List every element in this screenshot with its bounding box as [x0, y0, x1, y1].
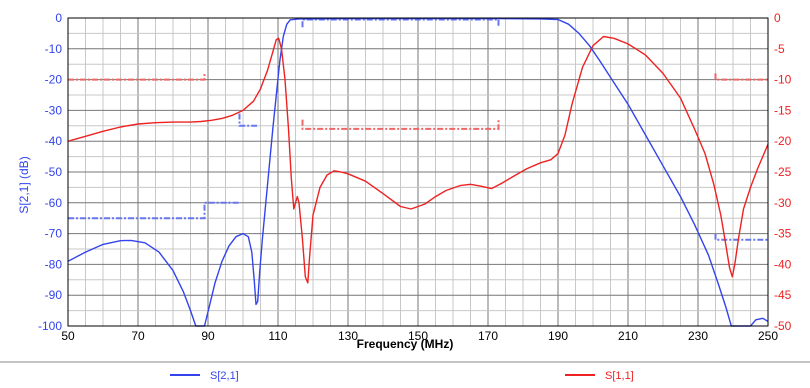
- spec-mask-line: [714, 233, 768, 241]
- spec-mask-line: [714, 73, 768, 81]
- x-tick-label: 90: [201, 329, 215, 343]
- spec-mask-line: [301, 119, 500, 130]
- legend-label: S[2,1]: [210, 370, 239, 382]
- x-tick-label: 190: [548, 329, 568, 343]
- x-tick-label: 230: [688, 329, 708, 343]
- y-left-tick-label: -60: [45, 196, 63, 210]
- y-left-tick-label: -50: [45, 165, 63, 179]
- plot-frame: [67, 17, 769, 327]
- series-line-s-2-1: [68, 17, 768, 327]
- y-left-tick-label: -80: [45, 257, 63, 271]
- x-tick-label: 150: [408, 329, 428, 343]
- y-right-tick-label: -50: [774, 319, 792, 333]
- spec-mask-line: [238, 113, 257, 127]
- series-line-s-1-1: [68, 35, 768, 284]
- legend: S[2,1] S[1,1]: [170, 370, 634, 382]
- y-right-tick-label: -40: [774, 257, 792, 271]
- x-tick-label: 130: [338, 329, 358, 343]
- y-left-tick-label: 0: [55, 11, 62, 25]
- x-axis-label: Frequency (MHz): [357, 337, 454, 351]
- y-right-tick-label: -25: [774, 165, 792, 179]
- y-left-tick-label: -40: [45, 134, 63, 148]
- y-left-tick-label: -30: [45, 103, 63, 117]
- y-axis-right-ticks: 0 -5 -10 -15 -20 -25 -30 -35 -40 -45 -50: [774, 11, 792, 333]
- y-left-tick-label: -20: [45, 73, 63, 87]
- y-right-tick-label: 0: [774, 11, 781, 25]
- y-left-tick-label: -10: [45, 42, 63, 56]
- y-right-tick-label: -10: [774, 73, 792, 87]
- spec-mask-line: [301, 18, 500, 28]
- y-axis-left-label: S[2,1] (dB): [17, 156, 31, 213]
- legend-label: S[1,1]: [605, 370, 634, 382]
- y-left-tick-label: -100: [38, 319, 62, 333]
- y-left-tick-label: -90: [45, 288, 63, 302]
- spec-mask-line: [68, 73, 206, 81]
- x-tick-label: 70: [131, 329, 145, 343]
- y-right-tick-label: -35: [774, 227, 792, 241]
- y-right-tick-label: -5: [774, 42, 785, 56]
- spec-mask-line: [68, 201, 240, 220]
- x-tick-label: 250: [758, 329, 778, 343]
- grid: [67, 17, 769, 327]
- y-left-tick-label: -70: [45, 227, 63, 241]
- y-right-tick-label: -30: [774, 196, 792, 210]
- series-lines: [68, 17, 768, 327]
- x-tick-label: 210: [618, 329, 638, 343]
- x-tick-label: 170: [478, 329, 498, 343]
- y-right-tick-label: -45: [774, 288, 792, 302]
- y-right-tick-label: -20: [774, 134, 792, 148]
- y-right-tick-label: -15: [774, 103, 792, 117]
- spec-masks: [68, 18, 768, 241]
- x-tick-label: 50: [61, 329, 75, 343]
- x-tick-label: 110: [268, 329, 287, 343]
- x-axis-ticks: 50 70 90 110 130 150 170 190 210 230 250: [61, 329, 778, 343]
- y-axis-left-ticks: 0 -10 -20 -30 -40 -50 -60 -70 -80 -90 -100: [38, 11, 62, 333]
